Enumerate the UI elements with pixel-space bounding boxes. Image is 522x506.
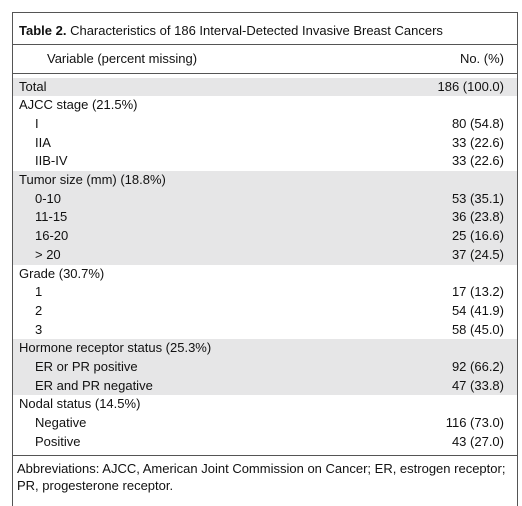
table: Table 2. Characteristics of 186 Interval…	[12, 12, 518, 506]
cell-value: 17 (13.2)	[451, 284, 504, 300]
cell-value: 80 (54.8)	[451, 115, 504, 131]
cell-value: 186 (100.0)	[437, 78, 505, 94]
cell-value: 54 (41.9)	[451, 302, 504, 318]
group-heading: Hormone receptor status (25.3%)	[19, 340, 212, 356]
row-label: 11-15	[35, 209, 68, 225]
cell-value: 33 (22.6)	[451, 134, 504, 150]
cell-value: 47 (33.8)	[451, 377, 504, 393]
group-heading: Nodal status (14.5%)	[19, 396, 141, 412]
group-heading: AJCC stage (21.5%)	[19, 97, 138, 113]
row-label: 1	[35, 284, 43, 300]
rule	[13, 454, 517, 456]
row-label: ER and PR negative	[35, 377, 153, 393]
group-heading: Total	[19, 78, 47, 94]
row-label: > 20	[35, 246, 61, 262]
row-label: Negative	[35, 415, 87, 431]
cell-value: 36 (23.8)	[451, 209, 504, 225]
group-heading: Grade (30.7%)	[19, 265, 105, 281]
row-shade	[13, 77, 517, 97]
table-caption: Characteristics of 186 Interval-Detected…	[70, 23, 443, 38]
row-label: 2	[35, 302, 43, 318]
column-header: Variable (percent missing)	[47, 51, 198, 66]
group-heading: Tumor size (mm) (18.8%)	[19, 172, 166, 187]
row-label: 16-20	[35, 228, 69, 244]
row-label: 0-10	[35, 190, 62, 206]
row-label: IIA	[35, 134, 51, 150]
row-label: Positive	[35, 433, 81, 449]
column-header: No. (%)	[459, 51, 504, 66]
cell-value: 37 (24.5)	[451, 246, 504, 262]
cell-value: 58 (45.0)	[451, 321, 504, 337]
row-shade	[13, 171, 517, 265]
rule	[13, 44, 517, 45]
cell-value: 25 (16.6)	[451, 228, 504, 244]
row-label: I	[35, 115, 39, 131]
cell-value: 116 (73.0)	[445, 415, 504, 431]
row-label: ER or PR positive	[35, 359, 138, 374]
footnote: Abbreviations: AJCC, American Joint Comm…	[17, 460, 506, 493]
cell-value: 43 (27.0)	[451, 433, 504, 449]
row-label: 3	[35, 321, 43, 337]
table-label: Table 2.	[19, 23, 67, 38]
row-label: IIB-IV	[35, 153, 68, 169]
cell-value: 33 (22.6)	[451, 153, 504, 169]
cell-value: 53 (35.1)	[451, 190, 504, 206]
table-title: Table 2. Characteristics of 186 Interval…	[19, 22, 443, 40]
row-shade	[13, 339, 517, 396]
cell-value: 92 (66.2)	[451, 359, 504, 374]
rule	[13, 73, 517, 74]
